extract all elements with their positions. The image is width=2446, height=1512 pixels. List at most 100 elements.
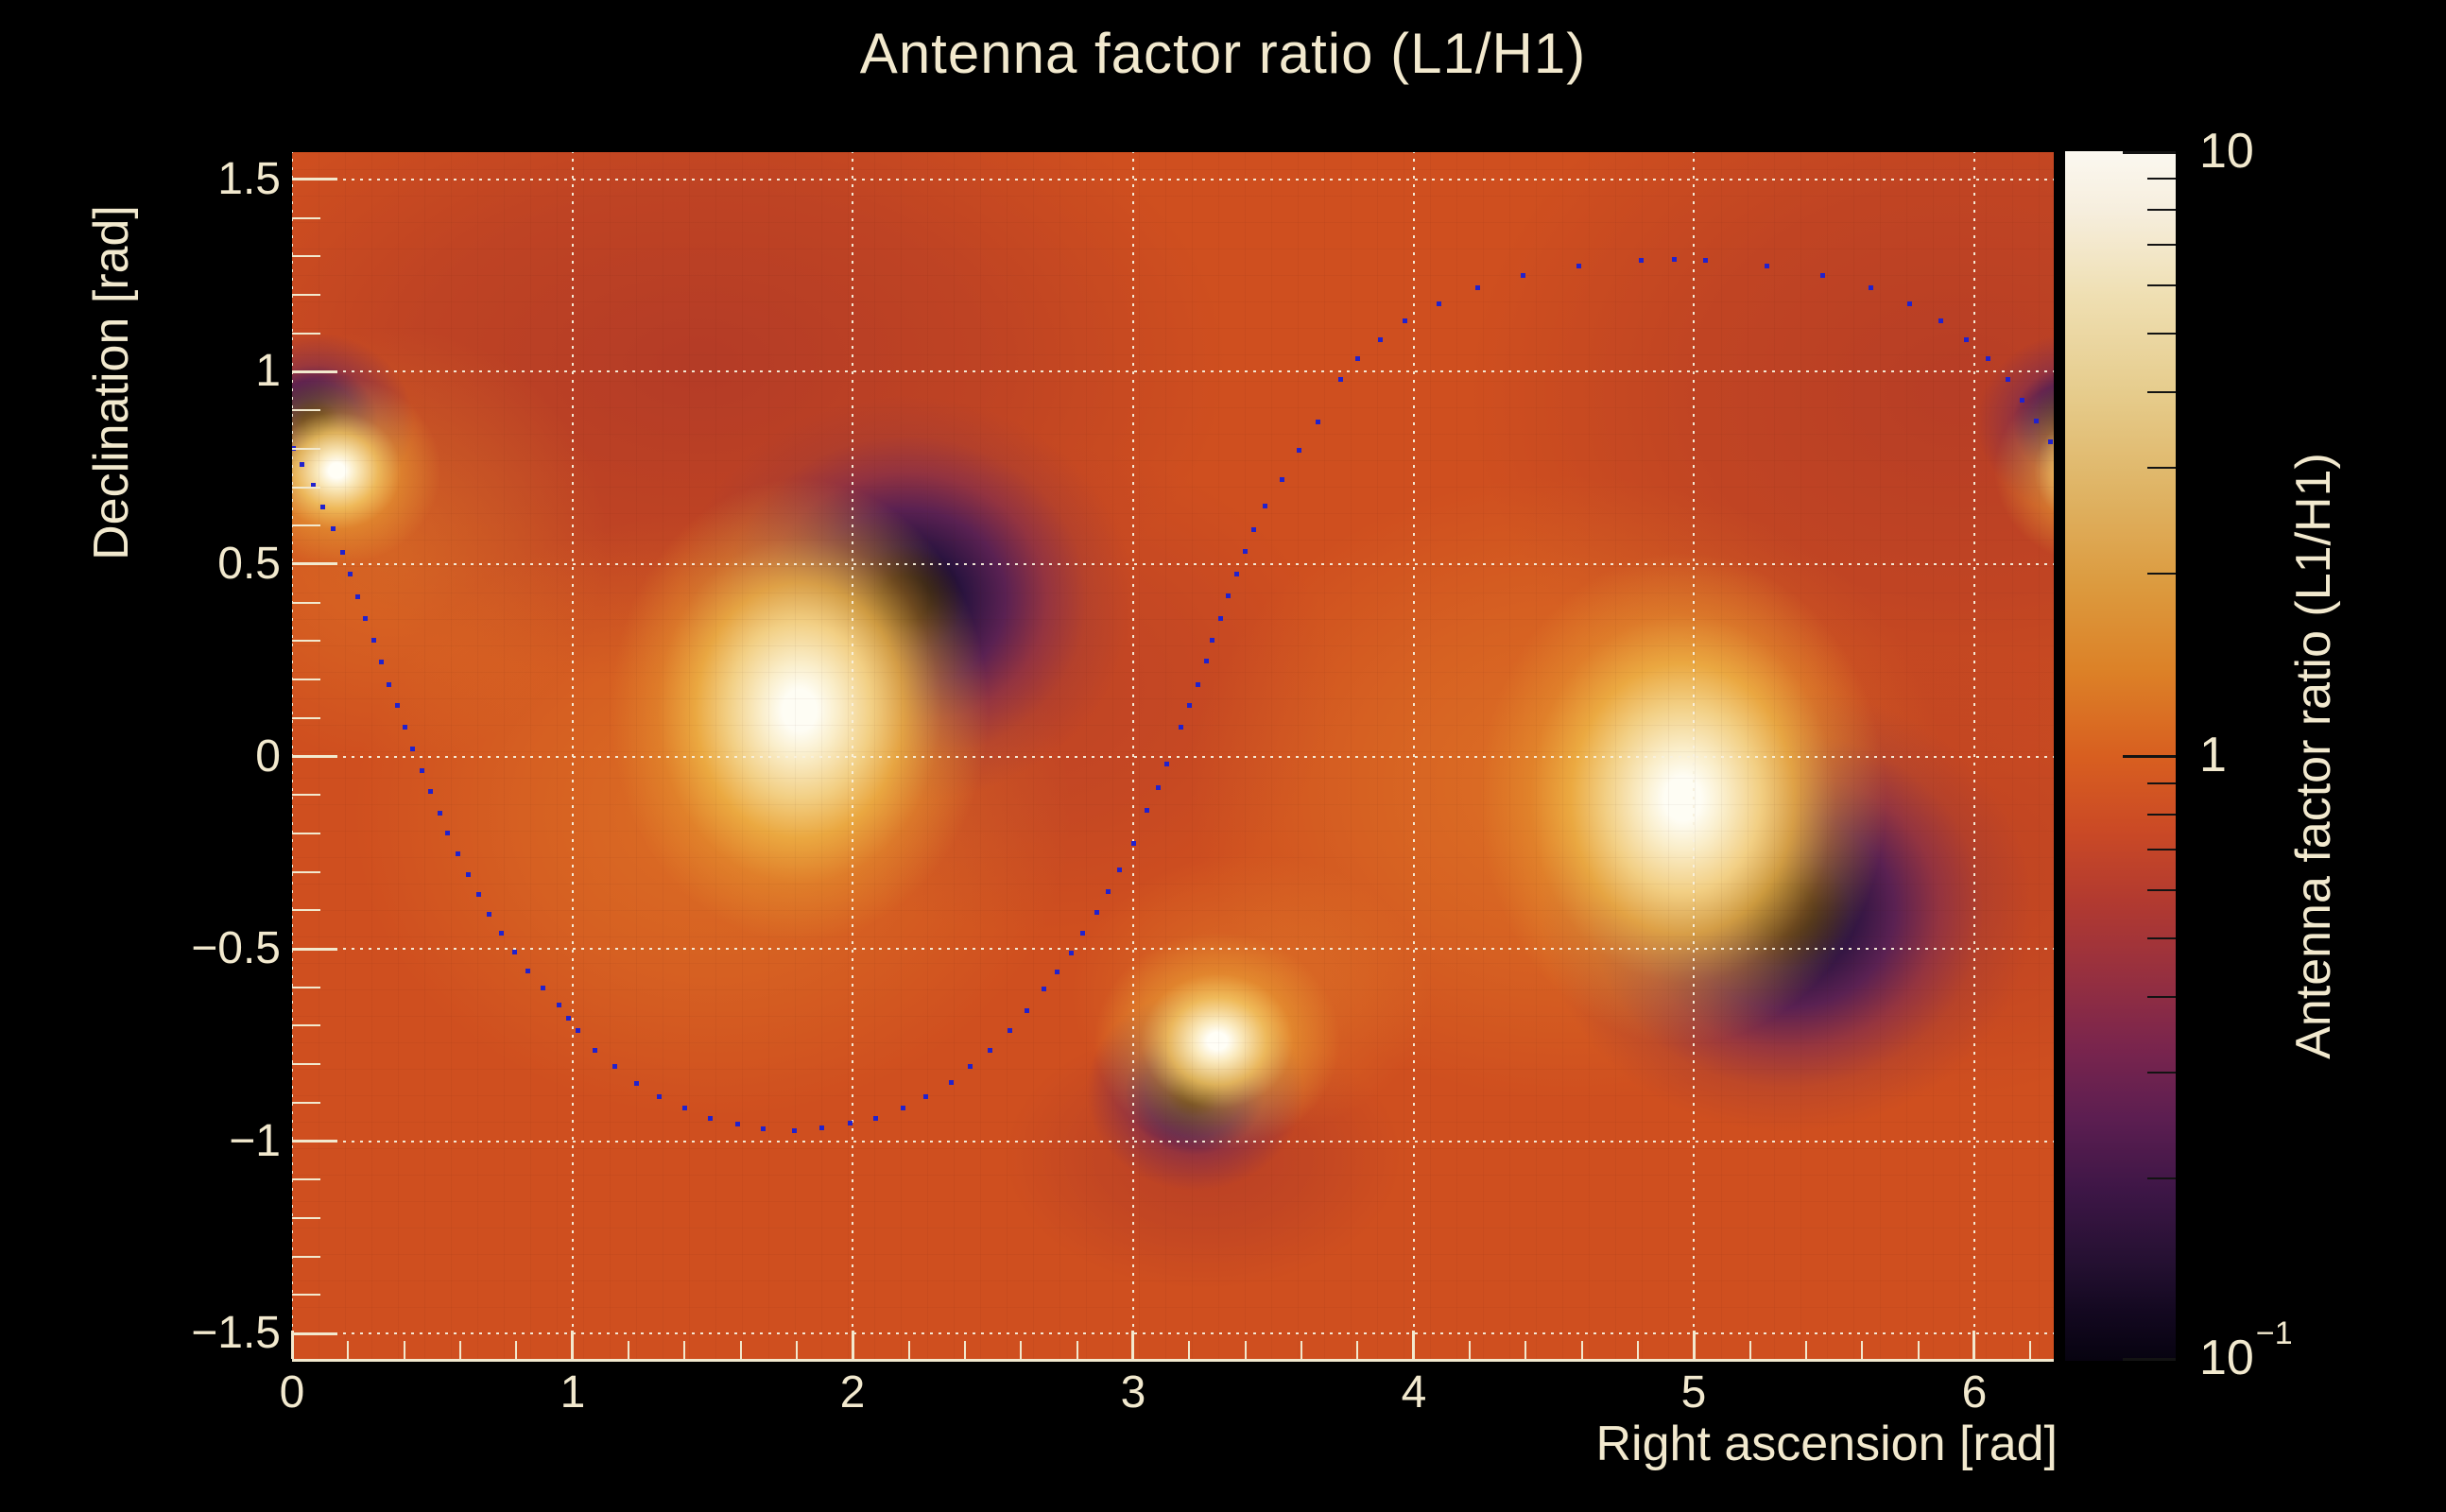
- curve-dot: [465, 872, 471, 878]
- curve-dot: [347, 572, 353, 576]
- x-tick-label: 0: [279, 1367, 305, 1418]
- x-major-tick: [1693, 1331, 1696, 1359]
- x-tick-label: 5: [1680, 1367, 1707, 1418]
- colorbar-minor-tick: [2147, 178, 2176, 180]
- curve-dot: [1576, 264, 1582, 269]
- y-minor-tick: [292, 217, 320, 219]
- x-minor-tick: [1356, 1341, 1358, 1359]
- curve-dot: [901, 1106, 906, 1111]
- x-axis-line: [292, 1359, 2054, 1362]
- y-minor-tick: [292, 333, 320, 335]
- gridline-vertical: [852, 152, 853, 1361]
- curve-dot: [1226, 593, 1232, 598]
- curve-dot: [387, 681, 392, 687]
- x-major-tick: [1972, 1331, 1975, 1359]
- curve-dot: [1105, 888, 1111, 894]
- colorbar-tick-label-0.1-base: 10: [2199, 1331, 2254, 1385]
- curve-dot: [1217, 615, 1223, 621]
- curve-dot: [1041, 986, 1046, 991]
- colorbar-minor-tick: [2147, 1072, 2176, 1074]
- colorbar-minor-tick: [2147, 782, 2176, 784]
- y-minor-tick: [292, 1102, 320, 1104]
- curve-dot: [657, 1093, 663, 1099]
- y-tick-label: −0.5: [191, 923, 281, 973]
- x-minor-tick: [740, 1341, 742, 1359]
- y-tick-label: 0.5: [217, 539, 281, 589]
- x-major-tick: [1412, 1331, 1415, 1359]
- curve-dot: [1316, 419, 1321, 424]
- x-minor-tick: [404, 1341, 405, 1359]
- curve-dot: [1209, 637, 1214, 643]
- y-tick-label: −1: [229, 1116, 281, 1166]
- x-minor-tick: [1301, 1341, 1302, 1359]
- y-major-tick: [292, 755, 337, 758]
- curve-dot: [437, 810, 442, 816]
- colorbar-tick-label-0.1-exponent: −1: [2255, 1314, 2293, 1351]
- y-minor-tick: [292, 448, 320, 450]
- colorbar-minor-tick: [2147, 889, 2176, 891]
- y-tick-label: 0: [255, 731, 281, 782]
- colorbar-minor-tick: [2147, 333, 2176, 335]
- colorbar-minor-tick: [2147, 209, 2176, 211]
- curve-dot: [310, 483, 316, 489]
- gridline-horizontal: [292, 563, 2054, 565]
- curve-dot: [612, 1063, 617, 1069]
- curve-dot: [948, 1080, 954, 1086]
- curve-dot: [354, 593, 360, 599]
- curve-dot: [1986, 356, 1991, 361]
- curve-dot: [565, 1015, 571, 1021]
- y-minor-tick: [292, 1024, 320, 1026]
- curve-dot: [410, 746, 416, 751]
- y-minor-tick: [292, 640, 320, 642]
- x-tick-label: 1: [560, 1367, 586, 1418]
- curve-dot: [1765, 264, 1769, 269]
- curve-dot: [2033, 418, 2039, 423]
- x-tick-label: 2: [839, 1367, 866, 1418]
- curve-dot: [1195, 681, 1200, 687]
- curve-dot: [379, 660, 385, 665]
- colorbar-tick-label-1: 1: [2199, 728, 2407, 782]
- curve-dot: [1243, 549, 1249, 554]
- curve-dot: [1436, 301, 1441, 307]
- curve-dot: [1145, 808, 1150, 813]
- curve-dot: [1024, 1007, 1029, 1013]
- curve-dot: [760, 1126, 766, 1132]
- colorbar-minor-tick: [2147, 849, 2176, 850]
- curve-dot: [1055, 970, 1060, 974]
- curve-dot: [1520, 273, 1525, 279]
- curve-dot: [1069, 950, 1075, 955]
- x-minor-tick: [1524, 1341, 1526, 1359]
- colorbar-minor-tick: [2147, 1177, 2176, 1179]
- curve-dot: [1234, 572, 1240, 576]
- x-minor-tick: [796, 1341, 798, 1359]
- curve-dot: [339, 549, 345, 555]
- gridline-horizontal: [292, 1141, 2054, 1143]
- gridline-vertical: [572, 152, 574, 1361]
- curve-dot: [1116, 868, 1122, 873]
- x-major-tick: [1131, 1331, 1134, 1359]
- colorbar-major-tick: [2123, 151, 2176, 154]
- curve-dot: [487, 911, 492, 917]
- x-axis-title: Right ascension [rad]: [1595, 1417, 2058, 1471]
- curve-dot: [968, 1063, 973, 1069]
- curve-dot: [988, 1047, 993, 1053]
- curve-dot: [456, 851, 461, 857]
- curve-dot: [525, 968, 531, 973]
- colorbar-major-tick: [2123, 755, 2176, 758]
- curve-dot: [791, 1128, 797, 1134]
- x-minor-tick: [1581, 1341, 1583, 1359]
- y-minor-tick: [292, 794, 320, 796]
- curve-dot: [363, 615, 369, 621]
- x-minor-tick: [459, 1341, 461, 1359]
- x-minor-tick: [1469, 1341, 1471, 1359]
- curve-dot: [819, 1125, 825, 1131]
- colorbar-minor-tick: [2147, 244, 2176, 246]
- y-minor-tick: [292, 987, 320, 988]
- x-minor-tick: [1245, 1341, 1247, 1359]
- curve-dot: [2047, 439, 2053, 445]
- y-major-tick: [292, 1140, 337, 1143]
- colorbar-minor-tick: [2147, 814, 2176, 816]
- colorbar-tick-label-0.1: 10−1: [2199, 1317, 2407, 1385]
- curve-dot: [1178, 725, 1183, 730]
- curve-dot: [592, 1047, 597, 1053]
